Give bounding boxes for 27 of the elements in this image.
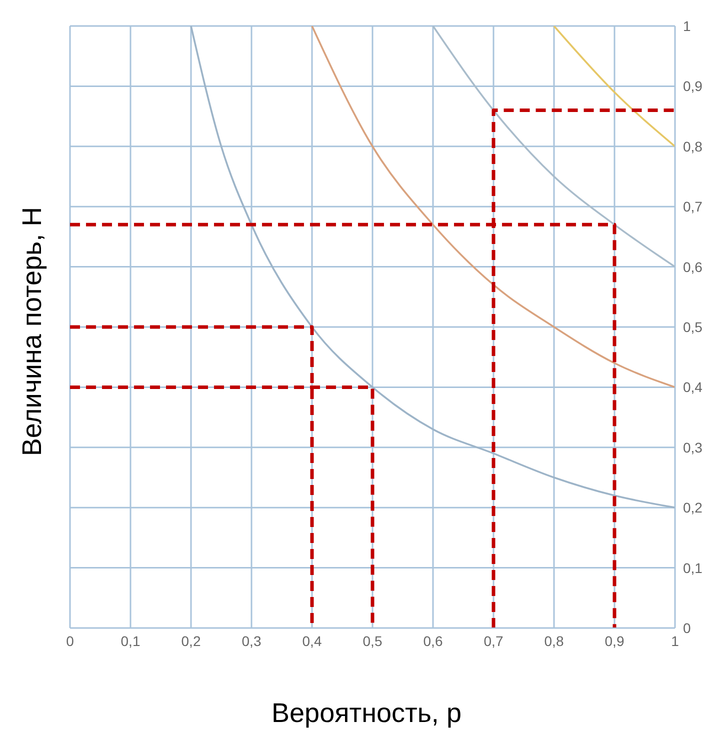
y-tick-label: 0,8 [683,138,703,154]
line-series [190,26,675,508]
x-tick-label: 0,9 [604,632,624,649]
y-axis-title: Величина потерь, Н [18,206,48,456]
y-tick-label: 0,5 [683,318,703,335]
y-tick-label: 0,6 [683,258,703,275]
x-tick-label: 0,7 [484,632,504,649]
y-tick-label: 0,1 [683,560,703,576]
y-tick-label: 1 [683,18,691,34]
x-tick-label: 0,8 [544,632,564,649]
y-tick-label: 0,3 [683,439,703,456]
x-axis-title: Вероятность, р [270,698,462,729]
y-tick-label: 0,9 [683,78,703,94]
y-tick-label: 0,7 [683,198,703,215]
line-series [432,26,675,268]
x-tick-label: 0 [66,632,74,649]
y-tick-label: 0 [683,620,691,636]
x-tick-label: 1 [671,632,680,649]
x-tick-label: 0,1 [120,632,140,649]
x-tick-label: 0,5 [362,632,382,649]
x-tick-label: 0,2 [181,632,201,649]
x-tick-label: 0,3 [242,632,262,649]
y-tick-label: 0,2 [683,500,703,516]
x-tick-label: 0,4 [302,632,322,649]
line-series [311,26,675,388]
x-tick-label: 0,6 [423,632,443,649]
y-tick-label: 0,4 [683,379,703,396]
